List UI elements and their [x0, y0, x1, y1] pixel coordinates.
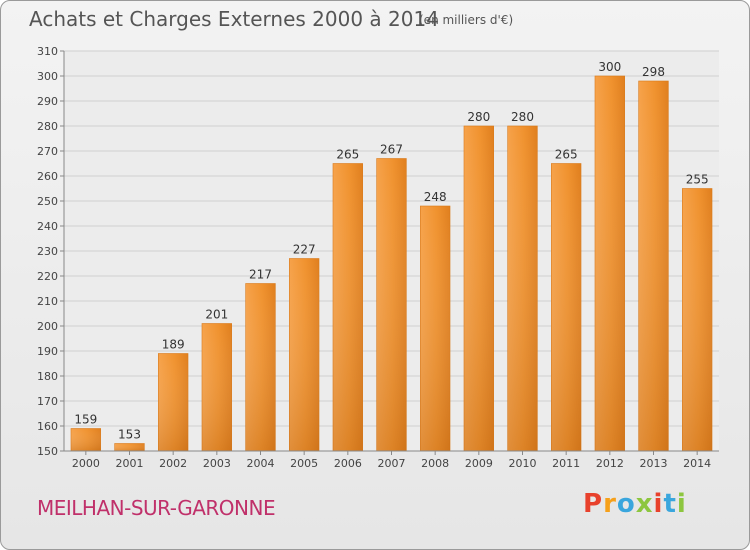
data-label: 267	[380, 143, 403, 157]
y-tick-label: 210	[37, 295, 58, 308]
chart-unit: (en milliers d'€)	[419, 13, 514, 27]
commune-name: MEILHAN-SUR-GARONNE	[37, 496, 276, 520]
brand-letter: P	[583, 489, 604, 519]
bar-shade	[507, 126, 538, 451]
x-tick-label: 2006	[334, 457, 362, 470]
bar-shade	[70, 428, 101, 451]
brand-letter: r	[603, 489, 617, 519]
bar-shade	[158, 353, 189, 451]
x-tick-label: 2013	[640, 457, 668, 470]
y-tick-label: 240	[37, 220, 58, 233]
bar-shade	[463, 126, 494, 451]
bar-shade	[376, 158, 407, 451]
bar-shade	[420, 206, 451, 451]
x-axis: 2000 2001 2002 2003 2004 2005 2006 2007 2008 2009…	[64, 450, 719, 470]
data-label: 248	[424, 190, 447, 204]
brand-letter: t	[663, 489, 677, 519]
y-axis: 150 160 170 180 190 200 210 220 230 240 250 260 270 2…	[37, 45, 65, 458]
y-tick-label: 190	[37, 345, 58, 358]
y-tick-label: 310	[37, 45, 58, 58]
bar-shade	[245, 283, 276, 451]
x-tick-label: 2009	[465, 457, 493, 470]
data-label: 298	[642, 65, 665, 79]
bar-shade	[201, 323, 232, 451]
brand-letter: i	[676, 489, 687, 519]
y-tick-label: 260	[37, 170, 58, 183]
x-tick-label: 2012	[596, 457, 624, 470]
y-tick-label: 200	[37, 320, 58, 333]
y-tick-label: 270	[37, 145, 58, 158]
bar-shade	[114, 443, 145, 451]
x-tick-label: 2011	[552, 457, 580, 470]
y-tick-label: 180	[37, 370, 58, 383]
data-label: 255	[686, 173, 709, 187]
data-label: 300	[598, 60, 621, 74]
x-tick-label: 2014	[683, 457, 711, 470]
bar-shade	[289, 258, 320, 451]
x-tick-label: 2001	[116, 457, 144, 470]
data-label: 280	[511, 110, 534, 124]
x-tick-label: 2002	[159, 457, 187, 470]
y-tick-label: 150	[37, 445, 58, 458]
y-tick-label: 220	[37, 270, 58, 283]
data-label: 265	[555, 148, 578, 162]
chart-title: Achats et Charges Externes 2000 à 2014	[29, 7, 439, 31]
bar-shade	[332, 163, 363, 451]
bar-shade	[594, 76, 625, 451]
y-tick-label: 170	[37, 395, 58, 408]
data-label: 217	[249, 268, 272, 282]
y-tick-label: 300	[37, 70, 58, 83]
bar-shade	[638, 81, 669, 451]
brand-letter: x	[635, 489, 654, 519]
bar-shade	[551, 163, 582, 451]
x-tick-label: 2000	[72, 457, 100, 470]
proxiti-logo: Proxiti	[583, 489, 687, 519]
x-tick-label: 2003	[203, 457, 231, 470]
x-tick-label: 2010	[509, 457, 537, 470]
x-tick-label: 2004	[247, 457, 275, 470]
data-label: 227	[293, 243, 316, 257]
data-label: 280	[467, 110, 490, 124]
data-label: 153	[118, 428, 141, 442]
x-tick-label: 2008	[421, 457, 449, 470]
y-tick-label: 160	[37, 420, 58, 433]
y-tick-label: 280	[37, 120, 58, 133]
y-tick-label: 290	[37, 95, 58, 108]
x-tick-label: 2005	[290, 457, 318, 470]
data-label: 201	[205, 308, 228, 322]
data-label: 265	[336, 148, 359, 162]
brand-letter: i	[653, 489, 664, 519]
data-label: 159	[74, 413, 97, 427]
data-label: 189	[162, 338, 185, 352]
bar-shade	[682, 188, 713, 451]
brand-letter: o	[616, 489, 636, 519]
x-tick-label: 2007	[378, 457, 406, 470]
y-tick-label: 230	[37, 245, 58, 258]
y-tick-label: 250	[37, 195, 58, 208]
